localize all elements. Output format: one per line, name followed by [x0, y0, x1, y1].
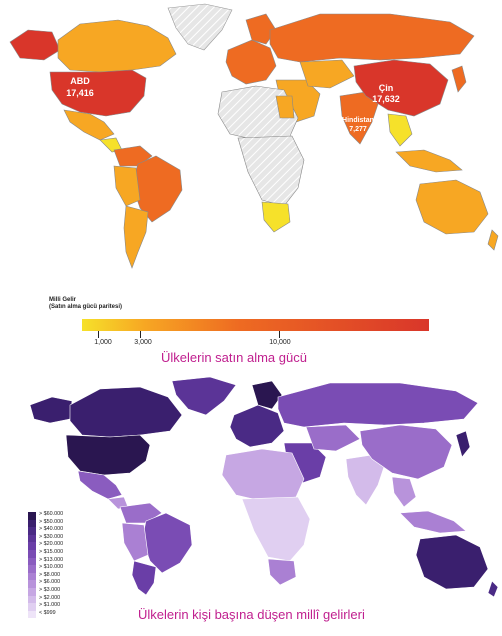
income-legend-label: > $20.000 — [39, 541, 64, 548]
purchasing-power-map: ABD 17,416 Çin 17,632 Hindistan 7,277 — [0, 0, 502, 280]
australia-shape — [415, 179, 489, 235]
legend-tick-label-3000: 3,000 — [134, 339, 152, 346]
income-legend-swatch — [28, 549, 36, 558]
south-africa-shape — [267, 558, 297, 586]
income-legend-label: > $3.000 — [39, 586, 61, 593]
china-shape — [359, 424, 453, 480]
mexico-shape — [77, 470, 123, 500]
income-legend-label: > $50.000 — [39, 518, 64, 525]
japan-shape — [455, 430, 471, 458]
legend-title: Milli Gelir (Satın alma gücü paritesi) — [49, 297, 122, 311]
legend-tick-label-10000: 10,000 — [269, 339, 291, 346]
callout-india-value: 7,277 — [349, 126, 367, 133]
income-legend-swatch — [28, 580, 36, 588]
income-legend-swatch — [28, 565, 36, 573]
callout-usa-value: 17,416 — [66, 88, 94, 98]
income-legend-swatch — [28, 519, 36, 528]
central-africa-shape — [237, 135, 305, 207]
income-legend-label: < $999 — [39, 609, 56, 616]
income-legend-swatch — [28, 512, 36, 520]
income-legend-label: > $13.000 — [39, 556, 64, 563]
legend-tick-10000 — [279, 331, 280, 338]
alaska-shape — [9, 29, 61, 61]
income-legend-labels: > $60.000 > $50.000 > $40.000 > $30.000 > $2… — [39, 511, 63, 617]
russia-shape — [269, 13, 475, 63]
income-legend-swatch — [28, 610, 36, 619]
income-legend-label: > $6.000 — [39, 579, 61, 586]
income-legend-label: > $1.000 — [39, 602, 61, 609]
central-africa-shape — [241, 496, 311, 562]
callout-china-name: Çin — [379, 83, 394, 93]
purchasing-power-map-svg: ABD 17,416 Çin 17,632 Hindistan 7,277 — [9, 3, 499, 269]
callout-china-value: 17,632 — [372, 94, 400, 104]
scandinavia-shape — [251, 380, 283, 410]
national-income-map-svg — [29, 376, 499, 597]
indonesia-shape — [395, 149, 463, 173]
income-legend-swatch — [28, 542, 36, 550]
indonesia-shape — [399, 510, 467, 534]
callout-india: Hindistan 7,277 — [342, 117, 374, 133]
russia-shape — [277, 382, 479, 428]
legend-tick-3000 — [140, 331, 141, 338]
usa-shape — [65, 434, 151, 476]
argentina-chile-shape — [123, 205, 149, 269]
income-legend-label: > $8.000 — [39, 571, 61, 578]
callout-usa: ABD 17,416 — [66, 76, 94, 98]
new-zealand-shape — [487, 580, 499, 597]
income-legend-swatch — [28, 595, 36, 604]
southeast-asia-shape — [391, 476, 417, 508]
new-zealand-shape — [487, 229, 499, 251]
alaska-shape — [29, 396, 73, 424]
legend-title-line2: (Satın alma gücü paritesi) — [49, 304, 123, 310]
andes-shape — [121, 522, 149, 562]
income-legend-label: > $30.000 — [39, 533, 64, 540]
callout-china: Çin 17,632 — [372, 83, 400, 104]
china-shape — [353, 59, 449, 117]
canada-shape — [69, 386, 183, 438]
north-africa-shape — [221, 448, 305, 502]
egypt-shape — [275, 95, 295, 119]
mexico-shape — [63, 109, 115, 141]
national-income-map — [0, 375, 502, 597]
japan-shape — [451, 65, 467, 93]
income-legend-swatches — [28, 512, 36, 619]
australia-shape — [415, 534, 489, 590]
income-legend-label: > $15.000 — [39, 548, 64, 555]
europe-shape — [229, 404, 285, 448]
income-legend-swatch — [28, 603, 36, 611]
south-africa-shape — [261, 201, 291, 233]
income-legend-swatch — [28, 572, 36, 581]
central-asia-shape — [305, 424, 361, 452]
argentina-chile-shape — [131, 560, 157, 596]
income-legend-label: > $60.000 — [39, 511, 64, 517]
legend-title-line1: Milli Gelir — [49, 297, 77, 303]
legend-color-bar — [82, 319, 429, 331]
central-asia-shape — [299, 59, 355, 89]
usa-shape — [49, 69, 147, 117]
income-legend-swatch — [28, 534, 36, 543]
callout-india-name: Hindistan — [342, 117, 374, 124]
income-legend-label: > $10.000 — [39, 564, 64, 571]
greenland-shape — [167, 3, 233, 51]
peru-bolivia-shape — [113, 165, 141, 207]
greenland-shape — [171, 376, 237, 416]
caption-national-income: Ülkelerin kişi başına düşen millî gelirl… — [138, 607, 365, 622]
callout-usa-name: ABD — [70, 76, 90, 86]
income-legend-label: > $40.000 — [39, 526, 64, 533]
caption-purchasing-power: Ülkelerin satın alma gücü — [161, 350, 307, 365]
income-legend-swatch — [28, 587, 36, 596]
brazil-shape — [141, 512, 193, 574]
income-legend-swatch — [28, 557, 36, 566]
southeast-asia-shape — [387, 113, 413, 147]
legend-tick-label-1000: 1,000 — [94, 339, 112, 346]
europe-shape — [225, 39, 277, 85]
canada-shape — [57, 19, 177, 73]
income-legend-swatch — [28, 527, 36, 535]
legend-tick-1000 — [98, 331, 99, 338]
income-legend-label: > $2.000 — [39, 594, 61, 601]
